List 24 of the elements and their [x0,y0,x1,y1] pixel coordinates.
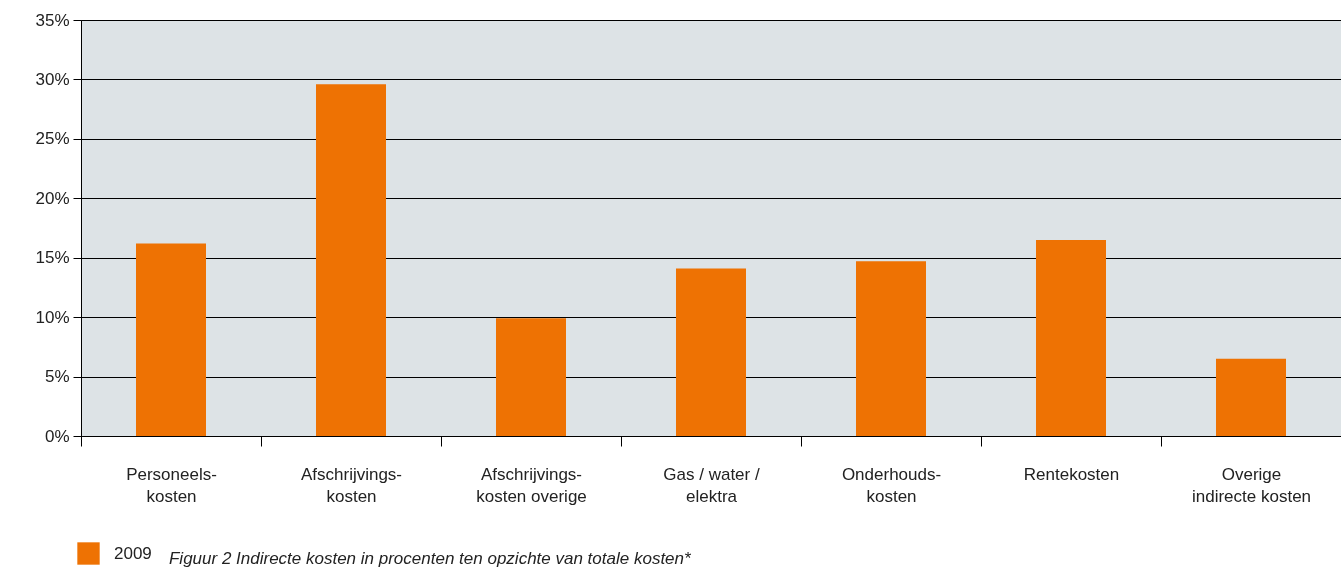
x-tick-label: Gas / water / elektra [663,464,760,506]
y-tick-label: 0% [44,426,70,446]
x-tick-label: Afschrijvings- kosten overige [476,464,587,506]
bar [1216,358,1286,436]
x-tick-label: Onderhouds- kosten [841,464,942,506]
x-tick-label: Overige indirecte kosten [1191,464,1312,506]
bar [316,84,386,436]
bar [1036,239,1106,436]
bar [496,318,566,436]
y-tick-label: 20% [35,188,70,208]
x-tick-label: Afschrijvings- kosten [300,464,403,506]
bar [136,243,206,436]
bar [676,268,746,436]
y-tick-label: 35% [35,10,70,30]
y-tick-label: 25% [35,129,70,149]
y-tick-label: 5% [44,367,70,387]
y-tick-label: 30% [35,69,70,89]
x-tick-label: Rentekosten [1023,464,1120,484]
x-tick-label: Personeels- kosten [126,464,217,506]
text: Figuur 2 Indirecte kosten in procenten ten opzichte van totale kosten* [168,549,693,568]
y-tick-label: 15% [35,248,70,268]
legend-label: 2009 [114,543,152,563]
bar [856,261,926,436]
y-tick-label: 10% [35,307,70,327]
